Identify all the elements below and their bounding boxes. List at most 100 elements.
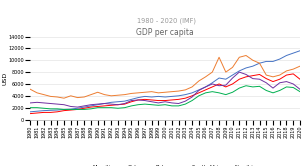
South Africa xyxy=(170,102,174,104)
South Africa xyxy=(184,100,187,102)
Botswana xyxy=(28,113,32,115)
Namibia xyxy=(96,107,100,109)
Mauritius xyxy=(55,109,59,111)
Gabon xyxy=(82,96,86,98)
Namibia xyxy=(258,85,261,87)
Namibia xyxy=(130,105,133,107)
Namibia xyxy=(190,100,194,102)
Mauritius xyxy=(157,95,160,97)
Gabon xyxy=(116,94,120,96)
Botswana xyxy=(136,99,140,101)
South Africa xyxy=(157,102,160,104)
Gabon xyxy=(55,96,59,98)
Namibia xyxy=(116,107,120,109)
Botswana xyxy=(116,104,120,106)
Namibia xyxy=(157,104,160,106)
Botswana xyxy=(157,100,160,102)
South Africa xyxy=(190,96,194,98)
South Africa xyxy=(28,102,32,104)
Gabon xyxy=(197,80,201,82)
Namibia xyxy=(143,103,147,105)
Mauritius xyxy=(62,108,66,110)
Botswana xyxy=(224,86,228,88)
Gabon xyxy=(28,88,32,90)
South Africa xyxy=(224,84,228,86)
Mauritius xyxy=(42,110,46,112)
Botswana xyxy=(89,106,93,108)
Namibia xyxy=(136,104,140,106)
Namibia xyxy=(62,108,66,110)
Mauritius xyxy=(123,100,127,102)
Botswana xyxy=(82,107,86,109)
Gabon xyxy=(150,91,154,93)
Mauritius xyxy=(251,65,255,67)
South Africa xyxy=(238,71,241,73)
Mauritius xyxy=(177,95,181,97)
Gabon xyxy=(190,86,194,88)
Namibia xyxy=(82,108,86,110)
Mauritius xyxy=(96,104,100,106)
Botswana xyxy=(271,81,275,83)
Gabon xyxy=(109,95,113,97)
Mauritius xyxy=(76,107,79,109)
Botswana xyxy=(55,111,59,113)
Mauritius xyxy=(244,67,248,69)
Mauritius xyxy=(35,110,39,112)
Mauritius xyxy=(204,86,208,88)
Gabon xyxy=(130,92,133,94)
Mauritius xyxy=(89,105,93,107)
Namibia xyxy=(278,89,281,91)
Gabon xyxy=(89,94,93,96)
Botswana xyxy=(298,78,302,80)
Mauritius xyxy=(231,74,235,76)
Gabon xyxy=(143,91,147,93)
Namibia xyxy=(49,108,52,110)
Namibia xyxy=(238,87,241,89)
Gabon xyxy=(163,91,167,93)
Botswana xyxy=(197,92,201,94)
Namibia xyxy=(291,86,295,88)
South Africa xyxy=(89,104,93,106)
South Africa xyxy=(143,100,147,102)
Namibia xyxy=(211,91,214,93)
Gabon xyxy=(278,74,281,76)
Namibia xyxy=(271,92,275,94)
South Africa xyxy=(123,103,127,105)
Mauritius xyxy=(109,101,113,103)
Botswana xyxy=(130,101,133,103)
South Africa xyxy=(298,88,302,90)
Namibia xyxy=(150,104,154,106)
Mauritius xyxy=(211,82,214,84)
Namibia xyxy=(285,86,288,88)
South Africa xyxy=(116,104,120,106)
Botswana xyxy=(251,75,255,77)
Gabon xyxy=(211,71,214,73)
Line: Namibia: Namibia xyxy=(30,86,300,109)
South Africa xyxy=(278,82,281,84)
Namibia xyxy=(35,107,39,109)
Gabon xyxy=(231,66,235,68)
Mauritius xyxy=(130,98,133,100)
Line: South Africa: South Africa xyxy=(30,72,300,107)
South Africa xyxy=(211,83,214,85)
Botswana xyxy=(150,99,154,101)
Mauritius xyxy=(28,111,32,113)
Namibia xyxy=(224,94,228,96)
Mauritius xyxy=(265,60,268,62)
Gabon xyxy=(238,56,241,58)
Mauritius xyxy=(143,95,147,97)
Namibia xyxy=(244,85,248,87)
Botswana xyxy=(238,78,241,80)
Namibia xyxy=(170,105,174,107)
South Africa xyxy=(217,85,221,87)
Namibia xyxy=(251,86,255,88)
Gabon xyxy=(76,97,79,99)
Gabon xyxy=(177,90,181,92)
South Africa xyxy=(49,103,52,105)
Botswana xyxy=(258,74,261,76)
Botswana xyxy=(76,108,79,110)
South Africa xyxy=(244,74,248,76)
Mauritius xyxy=(285,54,288,56)
Botswana xyxy=(211,86,214,88)
Namibia xyxy=(184,103,187,105)
